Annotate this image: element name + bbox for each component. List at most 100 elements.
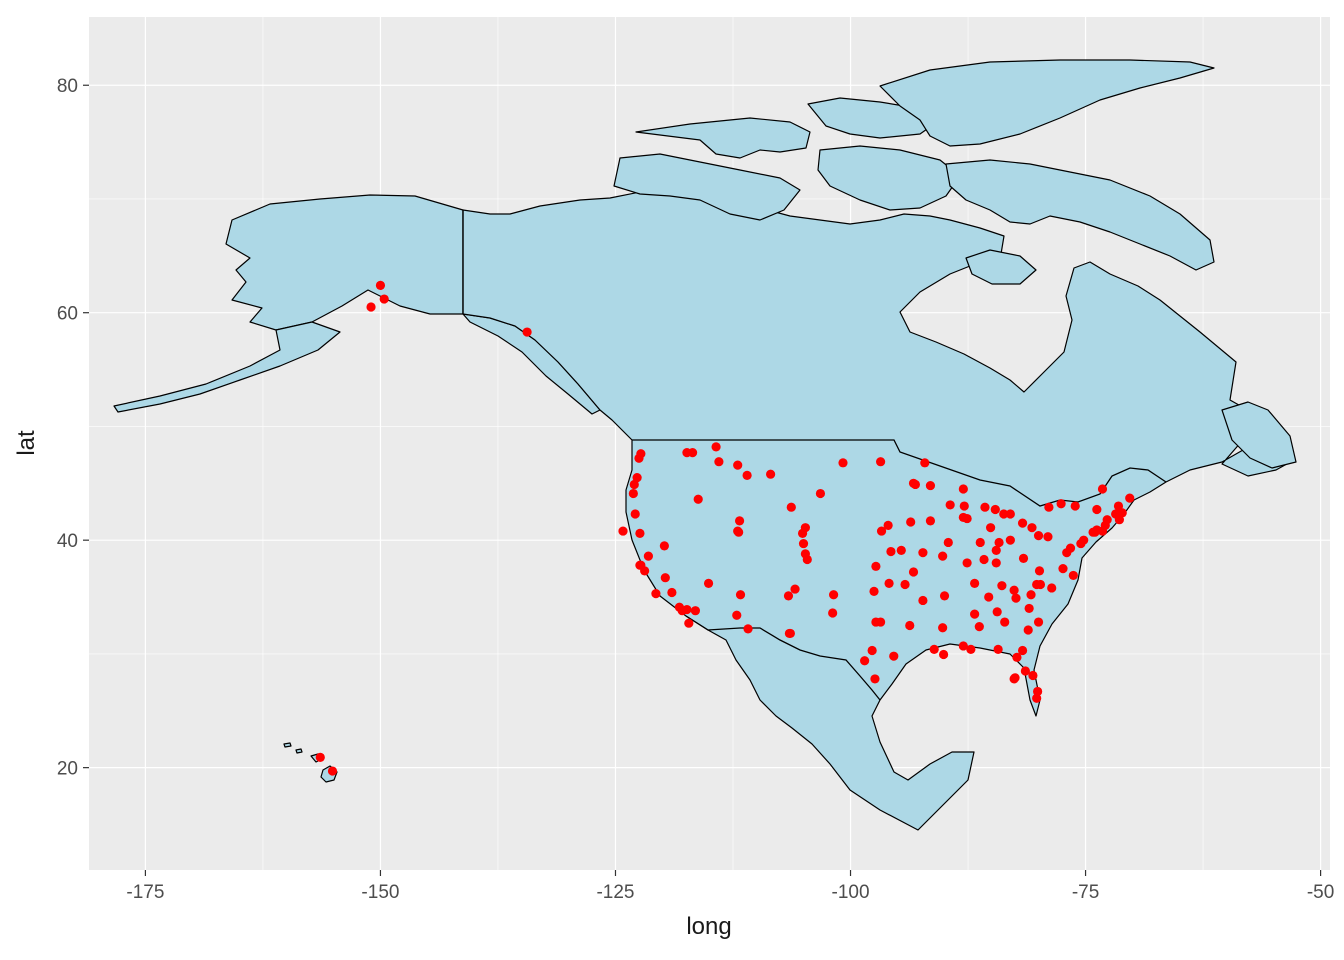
data-point — [1100, 520, 1110, 530]
data-point — [1047, 583, 1057, 593]
data-point — [315, 752, 325, 763]
data-point — [634, 453, 644, 463]
data-point — [327, 766, 338, 776]
data-point — [838, 458, 848, 468]
data-point — [920, 458, 930, 468]
x-tick-label: -125 — [596, 882, 634, 903]
x-tick-label: -50 — [1307, 882, 1334, 903]
data-point — [628, 488, 638, 499]
y-tick-label: 60 — [57, 304, 78, 325]
data-point — [1027, 523, 1037, 533]
data-point — [1005, 535, 1015, 545]
data-point — [876, 526, 887, 536]
data-point — [867, 645, 877, 656]
data-point — [871, 561, 881, 571]
data-point — [659, 541, 669, 551]
data-point — [979, 554, 989, 565]
data-point — [630, 509, 640, 519]
data-point — [966, 644, 976, 654]
data-point — [905, 620, 915, 631]
data-point — [991, 558, 1001, 568]
data-point — [906, 517, 916, 527]
data-point — [925, 516, 936, 526]
data-point — [992, 607, 1002, 617]
data-point — [1005, 509, 1015, 519]
y-tick-label: 20 — [57, 759, 78, 780]
data-point — [994, 537, 1004, 548]
data-point — [959, 501, 969, 511]
data-point — [991, 545, 1001, 556]
data-point — [783, 591, 794, 601]
data-point — [684, 618, 694, 628]
data-point — [1018, 553, 1029, 563]
land-newfoundland — [1221, 401, 1297, 469]
data-point — [618, 526, 628, 536]
data-point — [366, 302, 376, 312]
data-point — [910, 479, 920, 490]
data-point — [869, 586, 879, 596]
map-layer — [113, 59, 1297, 831]
data-point — [938, 623, 948, 633]
data-point — [1032, 579, 1042, 590]
y-axis: 20 40 60 80 — [57, 76, 89, 780]
data-point — [733, 460, 743, 470]
data-point — [1024, 603, 1034, 614]
data-point — [860, 656, 870, 666]
data-point — [958, 641, 968, 651]
data-point — [1033, 617, 1044, 627]
data-point — [938, 551, 948, 561]
land-hawaii — [283, 742, 292, 748]
data-point — [1058, 564, 1068, 574]
data-point — [945, 500, 955, 510]
data-point — [1033, 686, 1043, 697]
data-point — [889, 651, 899, 661]
land-arctic-islands — [613, 153, 801, 221]
x-tick-label: -175 — [126, 882, 164, 903]
data-point — [660, 573, 670, 583]
data-point — [798, 538, 809, 549]
data-point — [1012, 652, 1022, 662]
data-point — [886, 546, 896, 557]
data-point — [734, 527, 744, 537]
data-point — [980, 502, 990, 512]
data-point — [1009, 585, 1019, 595]
data-point — [687, 447, 698, 458]
data-point — [970, 609, 980, 619]
data-point — [743, 624, 753, 634]
data-point — [379, 294, 389, 304]
data-point — [815, 488, 826, 499]
data-point — [900, 579, 910, 590]
data-point — [1000, 617, 1010, 627]
x-axis: -175 -150 -125 -100 -75 -50 — [126, 870, 1334, 903]
x-tick-label: -75 — [1072, 882, 1099, 903]
data-point — [993, 644, 1003, 654]
data-point — [732, 610, 742, 620]
data-point — [643, 551, 653, 561]
data-point — [785, 628, 795, 639]
x-tick-label: -150 — [361, 882, 399, 903]
data-point — [1034, 566, 1045, 576]
data-point — [925, 480, 936, 491]
data-point — [786, 502, 796, 512]
data-point — [997, 581, 1007, 591]
data-point — [800, 523, 810, 533]
data-point — [1070, 501, 1080, 511]
data-point — [1026, 590, 1036, 600]
land-arctic-islands — [817, 145, 961, 211]
data-point — [828, 608, 838, 618]
land-baffin — [945, 159, 1215, 271]
data-point — [1092, 504, 1102, 515]
data-point — [918, 595, 928, 606]
data-point — [883, 520, 893, 530]
data-point — [1068, 570, 1078, 581]
data-point — [884, 578, 894, 588]
data-point — [958, 512, 968, 523]
grid-major — [89, 17, 1330, 870]
data-point — [974, 622, 984, 632]
data-point — [986, 523, 996, 533]
data-point — [1076, 538, 1086, 549]
y-axis-title: lat — [13, 430, 40, 456]
data-point — [690, 606, 700, 616]
data-point — [1011, 593, 1021, 603]
data-point — [693, 494, 703, 504]
